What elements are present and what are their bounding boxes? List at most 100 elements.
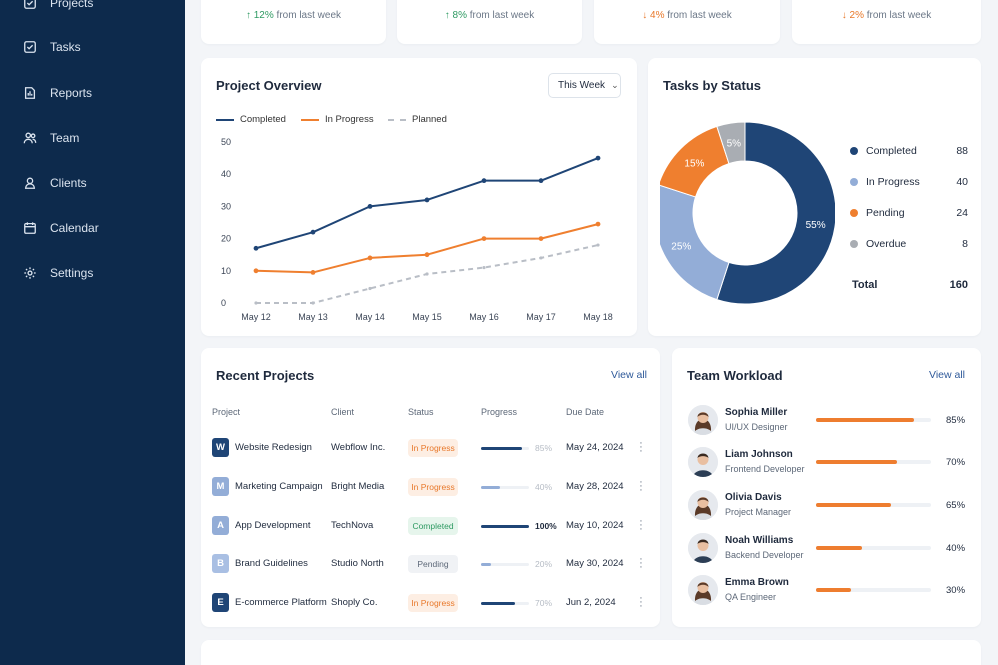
workload-fill (816, 546, 862, 550)
project-initial-badge: E (212, 593, 229, 612)
status-total: Total 160 (852, 279, 968, 291)
sidebar-item-team[interactable]: Team (22, 128, 79, 148)
progress-value: 70% (535, 598, 553, 608)
calendar-icon (22, 220, 38, 236)
arrow-up-icon: ↑ (245, 10, 251, 21)
data-point (368, 286, 372, 291)
member-role: QA Engineer (725, 592, 777, 602)
delta-text: from last week (469, 10, 535, 21)
legend-swatch (301, 118, 319, 121)
line-chart: 0 10 20 30 40 50 May 12 May 13 May 14 May 15 May 1… (221, 137, 613, 322)
series-line-completed (255, 157, 599, 250)
progress-bar (481, 563, 529, 566)
status-badge: In Progress (408, 478, 458, 496)
data-point (367, 255, 373, 261)
stat-delta: ↓ 4% from last week (594, 10, 780, 21)
sidebar-item-clients[interactable]: Clients (22, 173, 87, 193)
more-options-icon[interactable]: · · · (639, 476, 643, 496)
member-name: Noah Williams (725, 535, 794, 546)
project-name[interactable]: E-commerce Platform (235, 597, 327, 608)
x-tick-label: May 16 (469, 312, 499, 322)
delta-value: 8% (452, 10, 467, 21)
progress-value: 40% (535, 482, 553, 492)
period-select[interactable]: This Week ⌄ (548, 73, 621, 98)
legend-completed: Completed (216, 114, 286, 125)
data-point (482, 265, 486, 270)
project-initial-badge: A (212, 516, 229, 535)
view-all-link[interactable]: View all (929, 369, 965, 381)
legend-dot (850, 147, 858, 155)
column-header: Project (212, 407, 241, 417)
sidebar-item-label: Settings (50, 266, 94, 280)
y-tick-label: 50 (221, 137, 231, 147)
due-date: May 28, 2024 (566, 481, 624, 492)
x-tick-label: May 13 (298, 312, 328, 322)
workload-value: 70% (946, 457, 966, 468)
project-overview-card (201, 58, 637, 336)
view-all-link[interactable]: View all (611, 369, 647, 381)
status-badge: In Progress (408, 439, 458, 457)
member-name: Sophia Miller (725, 407, 788, 418)
card-title: Team Workload (687, 368, 783, 383)
legend-label: In Progress (325, 114, 374, 125)
sidebar-item-label: Clients (50, 176, 87, 190)
project-name[interactable]: App Development (235, 520, 311, 531)
donut-slice-in-progress (660, 184, 730, 301)
donut-slice-overdue (716, 121, 746, 165)
sidebar-item-settings[interactable]: Settings (22, 263, 93, 283)
workload-bar (816, 588, 931, 592)
more-options-icon[interactable]: · · · (639, 553, 643, 573)
stat-card: ↑ 8% from last week (397, 0, 582, 44)
sidebar-item-calendar[interactable]: Calendar (22, 218, 99, 238)
delta-text: from last week (667, 10, 732, 21)
status-badge: Completed (408, 517, 458, 535)
total-label: Total (852, 279, 878, 291)
series-line-in-progress (255, 223, 599, 274)
data-point (254, 301, 258, 305)
sidebar-item-reports[interactable]: Reports (22, 83, 92, 103)
project-name[interactable]: Website Redesign (235, 442, 312, 453)
project-name[interactable]: Brand Guidelines (235, 558, 308, 569)
sidebar-item-label: Tasks (50, 40, 81, 54)
workload-bar (816, 460, 931, 464)
delta-text: from last week (276, 10, 342, 21)
legend-label: Pending (866, 207, 905, 219)
sidebar-item-tasks[interactable]: Tasks (22, 37, 81, 57)
sidebar-item-projects[interactable]: Projects (22, 0, 93, 13)
avatar (688, 533, 718, 563)
more-options-icon[interactable]: · · · (639, 592, 643, 612)
project-client: Studio North (331, 558, 384, 569)
column-header: Progress (481, 407, 518, 417)
checkbox-icon (22, 39, 38, 55)
column-header: Due Date (566, 407, 605, 417)
member-role: Backend Developer (725, 550, 804, 560)
x-tick-label: May 18 (583, 312, 613, 322)
due-date: Jun 2, 2024 (566, 597, 616, 608)
legend-label: In Progress (866, 176, 920, 188)
project-name[interactable]: Marketing Campaign (235, 481, 323, 492)
progress-bar (481, 447, 529, 450)
status-legend-item: In Progress 40 (850, 176, 968, 188)
legend-label: Completed (866, 145, 917, 157)
card-title: Recent Projects (216, 368, 315, 383)
bottom-card (201, 640, 981, 665)
data-point (253, 268, 259, 274)
slice-label: 25% (671, 241, 691, 252)
avatar (688, 490, 718, 520)
sidebar-item-label: Team (50, 131, 80, 145)
progress-bar (481, 525, 529, 528)
slice-label: 5% (727, 138, 742, 149)
delta-value: 12% (253, 10, 274, 21)
progress-fill (481, 602, 515, 605)
delta-value: 4% (650, 10, 665, 21)
progress-fill (481, 563, 491, 566)
more-options-icon[interactable]: · · · (639, 515, 643, 535)
more-options-icon[interactable]: · · · (639, 437, 643, 457)
data-point (538, 236, 544, 241)
data-point (595, 155, 601, 161)
progress-value: 20% (535, 559, 553, 569)
sidebar-item-label: Calendar (50, 221, 99, 235)
workload-bar (816, 418, 931, 422)
y-tick-label: 10 (221, 266, 231, 276)
legend-dot (850, 240, 858, 248)
